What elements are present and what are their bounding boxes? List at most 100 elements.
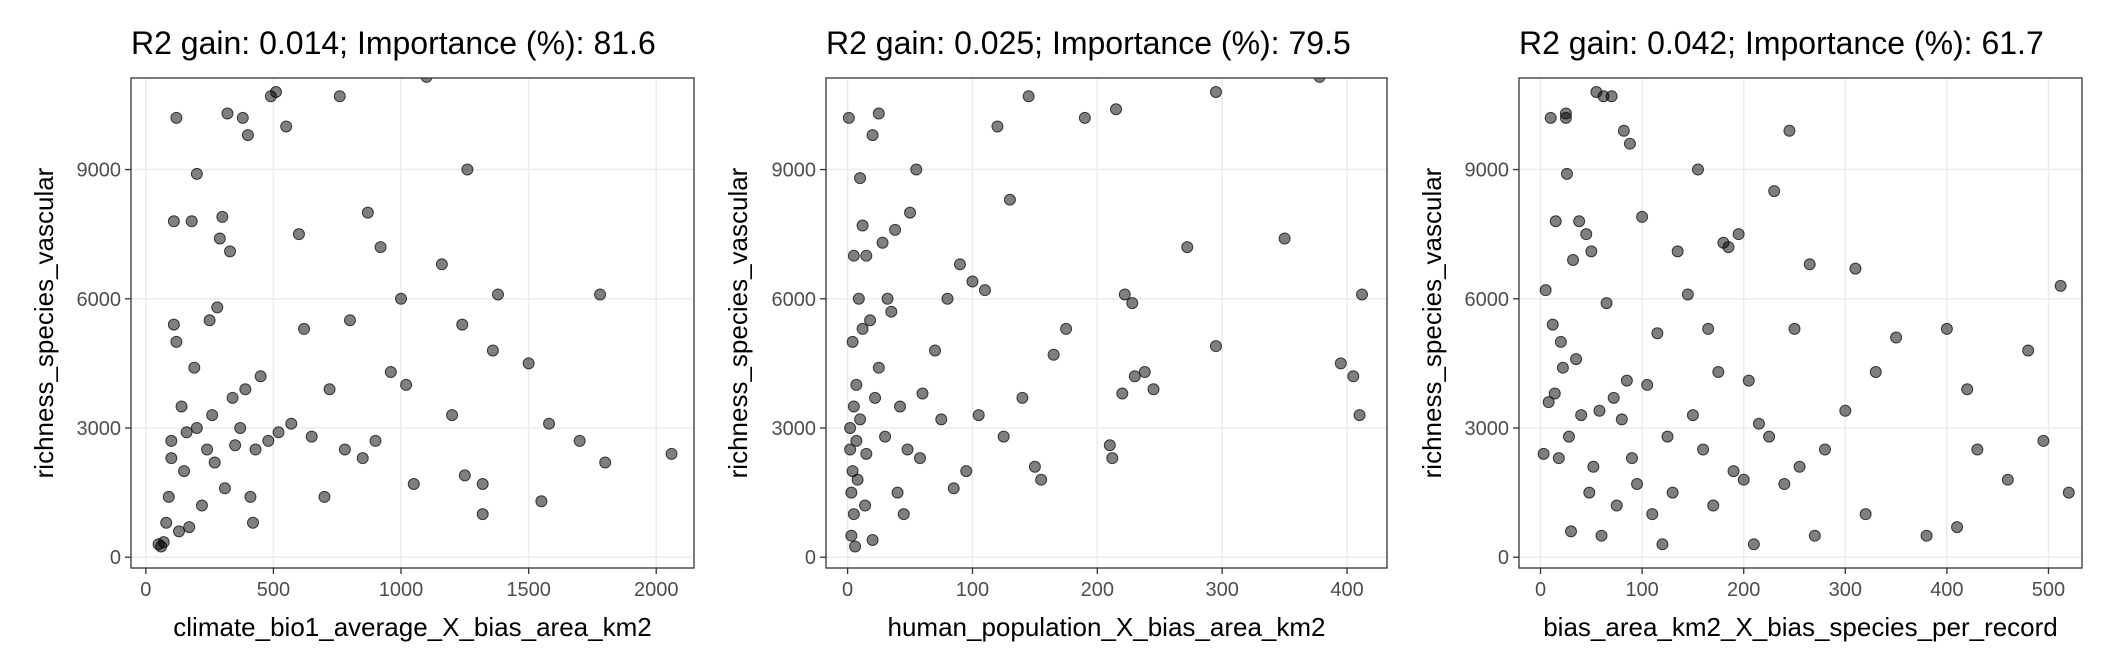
points bbox=[842, 78, 1369, 553]
point bbox=[1126, 297, 1139, 310]
point bbox=[1623, 137, 1636, 150]
point bbox=[850, 434, 863, 447]
point bbox=[486, 344, 499, 357]
point bbox=[1047, 348, 1060, 361]
x-tick-label: 2000 bbox=[634, 579, 679, 601]
point bbox=[872, 107, 885, 120]
panel-title: R2 gain: 0.014; Importance (%): 81.6 bbox=[131, 25, 656, 61]
x-tick-label: 1500 bbox=[506, 579, 551, 601]
point bbox=[1763, 430, 1776, 443]
y-tick-label: 6000 bbox=[772, 289, 817, 311]
point bbox=[1600, 297, 1613, 310]
point bbox=[1617, 124, 1630, 137]
point bbox=[343, 314, 356, 327]
point bbox=[864, 314, 877, 327]
point bbox=[966, 275, 979, 288]
point bbox=[318, 490, 331, 503]
point bbox=[435, 258, 448, 271]
point bbox=[844, 422, 857, 434]
point bbox=[1839, 404, 1852, 417]
point bbox=[446, 409, 459, 422]
point bbox=[201, 443, 214, 456]
y-axis-label: richness_species_vascular bbox=[29, 167, 59, 478]
point bbox=[1615, 413, 1628, 426]
point bbox=[384, 366, 397, 378]
point bbox=[856, 219, 869, 232]
point bbox=[860, 249, 873, 262]
point bbox=[211, 301, 224, 314]
point bbox=[461, 163, 474, 176]
point bbox=[203, 314, 216, 327]
point bbox=[1539, 284, 1552, 297]
point bbox=[941, 292, 954, 305]
point bbox=[1636, 210, 1649, 223]
point bbox=[1147, 383, 1160, 396]
point bbox=[1631, 478, 1644, 490]
y-tick-label: 9000 bbox=[1465, 160, 1510, 182]
point bbox=[885, 305, 898, 318]
point bbox=[844, 443, 857, 456]
point bbox=[269, 86, 282, 98]
point bbox=[1106, 452, 1119, 465]
point bbox=[2037, 434, 2050, 447]
point bbox=[854, 172, 867, 185]
x-tick-label: 400 bbox=[1330, 579, 1363, 601]
panel: R2 gain: 0.025; Importance (%): 79.5 0 300… bbox=[723, 25, 1388, 642]
point bbox=[1768, 185, 1781, 198]
point bbox=[1110, 103, 1123, 116]
point bbox=[1793, 460, 1806, 473]
point bbox=[208, 456, 221, 469]
point bbox=[1138, 366, 1151, 378]
point bbox=[216, 210, 229, 223]
point bbox=[1686, 409, 1699, 422]
point bbox=[997, 430, 1010, 443]
point bbox=[1646, 508, 1659, 521]
point bbox=[1671, 245, 1684, 258]
point bbox=[1537, 447, 1550, 460]
point bbox=[244, 490, 257, 503]
point bbox=[1575, 409, 1588, 422]
point bbox=[1783, 124, 1796, 137]
point bbox=[1128, 370, 1141, 383]
point bbox=[914, 452, 927, 465]
point bbox=[1666, 486, 1679, 499]
point bbox=[881, 292, 894, 305]
point bbox=[458, 469, 471, 482]
point bbox=[953, 258, 966, 271]
point bbox=[1181, 241, 1194, 254]
point bbox=[1869, 366, 1882, 378]
point bbox=[249, 443, 262, 456]
point bbox=[869, 391, 882, 404]
point bbox=[1691, 163, 1704, 176]
panel-border bbox=[1518, 77, 2083, 569]
y-tick-label: 0 bbox=[805, 547, 816, 569]
point bbox=[1118, 288, 1131, 301]
point bbox=[960, 465, 973, 478]
point bbox=[1003, 193, 1016, 206]
point bbox=[1620, 374, 1633, 387]
point bbox=[535, 495, 548, 508]
point bbox=[188, 361, 201, 374]
point bbox=[1961, 383, 1974, 396]
point bbox=[1890, 331, 1903, 344]
panel: R2 gain: 0.042; Importance (%): 61.7 0 300… bbox=[1417, 25, 2083, 642]
point bbox=[195, 499, 208, 512]
x-tick-label: 200 bbox=[1081, 579, 1114, 601]
x-tick-label: 300 bbox=[1829, 579, 1862, 601]
point bbox=[1747, 538, 1760, 551]
point bbox=[374, 241, 387, 254]
point bbox=[1542, 396, 1555, 409]
x-tick-label: 500 bbox=[257, 579, 290, 601]
point bbox=[860, 447, 873, 460]
point bbox=[456, 318, 469, 331]
point bbox=[1353, 409, 1366, 422]
point bbox=[183, 521, 196, 534]
point bbox=[1278, 232, 1291, 245]
point bbox=[1356, 288, 1369, 301]
point bbox=[1712, 366, 1725, 378]
point bbox=[241, 129, 254, 142]
point bbox=[847, 400, 860, 413]
point bbox=[1818, 443, 1831, 456]
point bbox=[170, 335, 183, 348]
